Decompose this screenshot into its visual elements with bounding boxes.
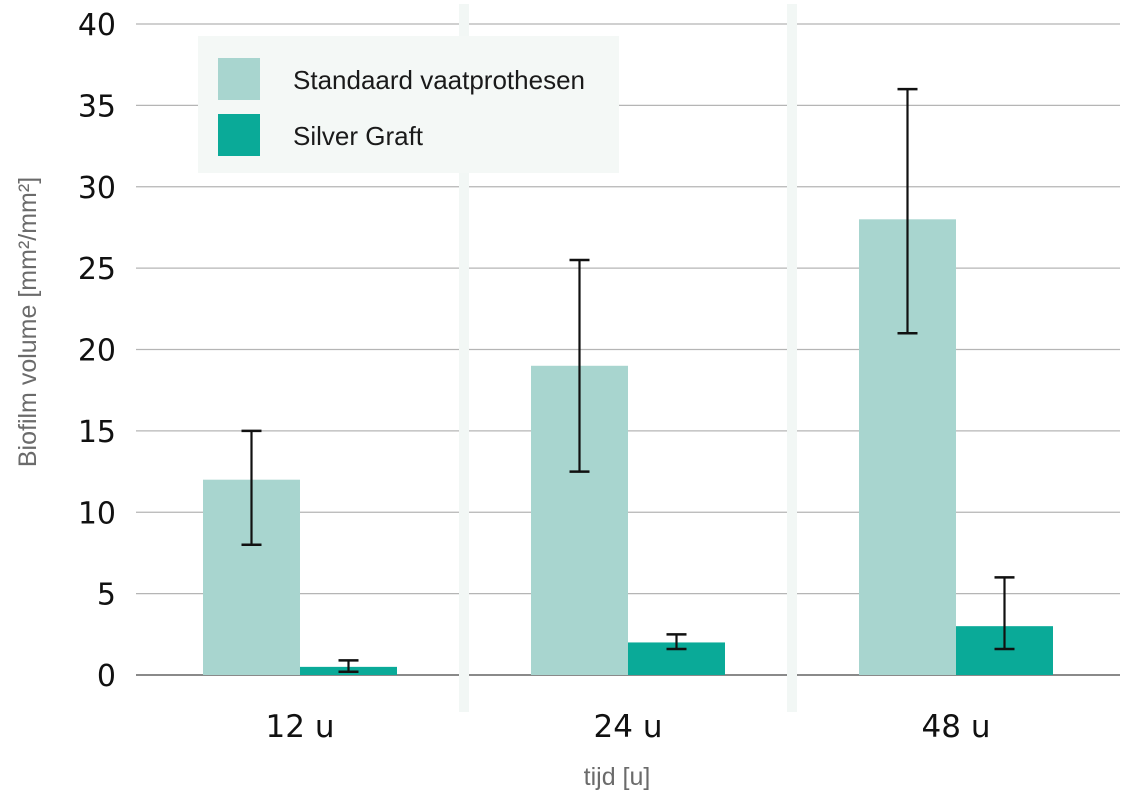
legend-swatch-silver-graft [218, 114, 260, 156]
error-bar [666, 633, 687, 651]
error-bar [994, 576, 1015, 651]
legend: Standaard vaatprothesen Silver Graft [198, 36, 619, 173]
category-labels: 12 u 24 u 48 u [266, 709, 991, 745]
error-bar [569, 258, 590, 473]
error-bar [338, 659, 359, 673]
error-bar [897, 87, 918, 335]
error-bar [241, 429, 262, 547]
y-tick-label: 40 [78, 8, 116, 43]
y-tick-label: 15 [78, 415, 116, 450]
error-bars [241, 87, 1015, 673]
y-tick-labels: 0 5 10 15 20 25 30 35 40 [78, 8, 116, 694]
category-separator [459, 4, 469, 712]
y-tick-label: 5 [97, 578, 116, 613]
category-label: 12 u [266, 709, 335, 745]
y-axis-title: Biofilm volume [mm²/mm²] [14, 177, 42, 467]
legend-background [198, 36, 619, 173]
y-tick-label: 20 [78, 334, 116, 369]
legend-swatch-standaard [218, 58, 260, 100]
bars [203, 219, 1053, 676]
y-tick-label: 0 [97, 659, 116, 694]
category-label: 48 u [922, 709, 991, 745]
legend-label-silver-graft: Silver Graft [293, 121, 424, 151]
x-axis-title: tijd [u] [584, 763, 651, 791]
y-tick-label: 30 [78, 171, 116, 206]
y-tick-label: 35 [78, 89, 116, 124]
y-tick-label: 25 [78, 252, 116, 287]
category-label: 24 u [594, 709, 663, 745]
category-separators [459, 4, 797, 712]
legend-label-standaard: Standaard vaatprothesen [293, 65, 585, 95]
category-separator [787, 4, 797, 712]
y-tick-label: 10 [78, 496, 116, 531]
